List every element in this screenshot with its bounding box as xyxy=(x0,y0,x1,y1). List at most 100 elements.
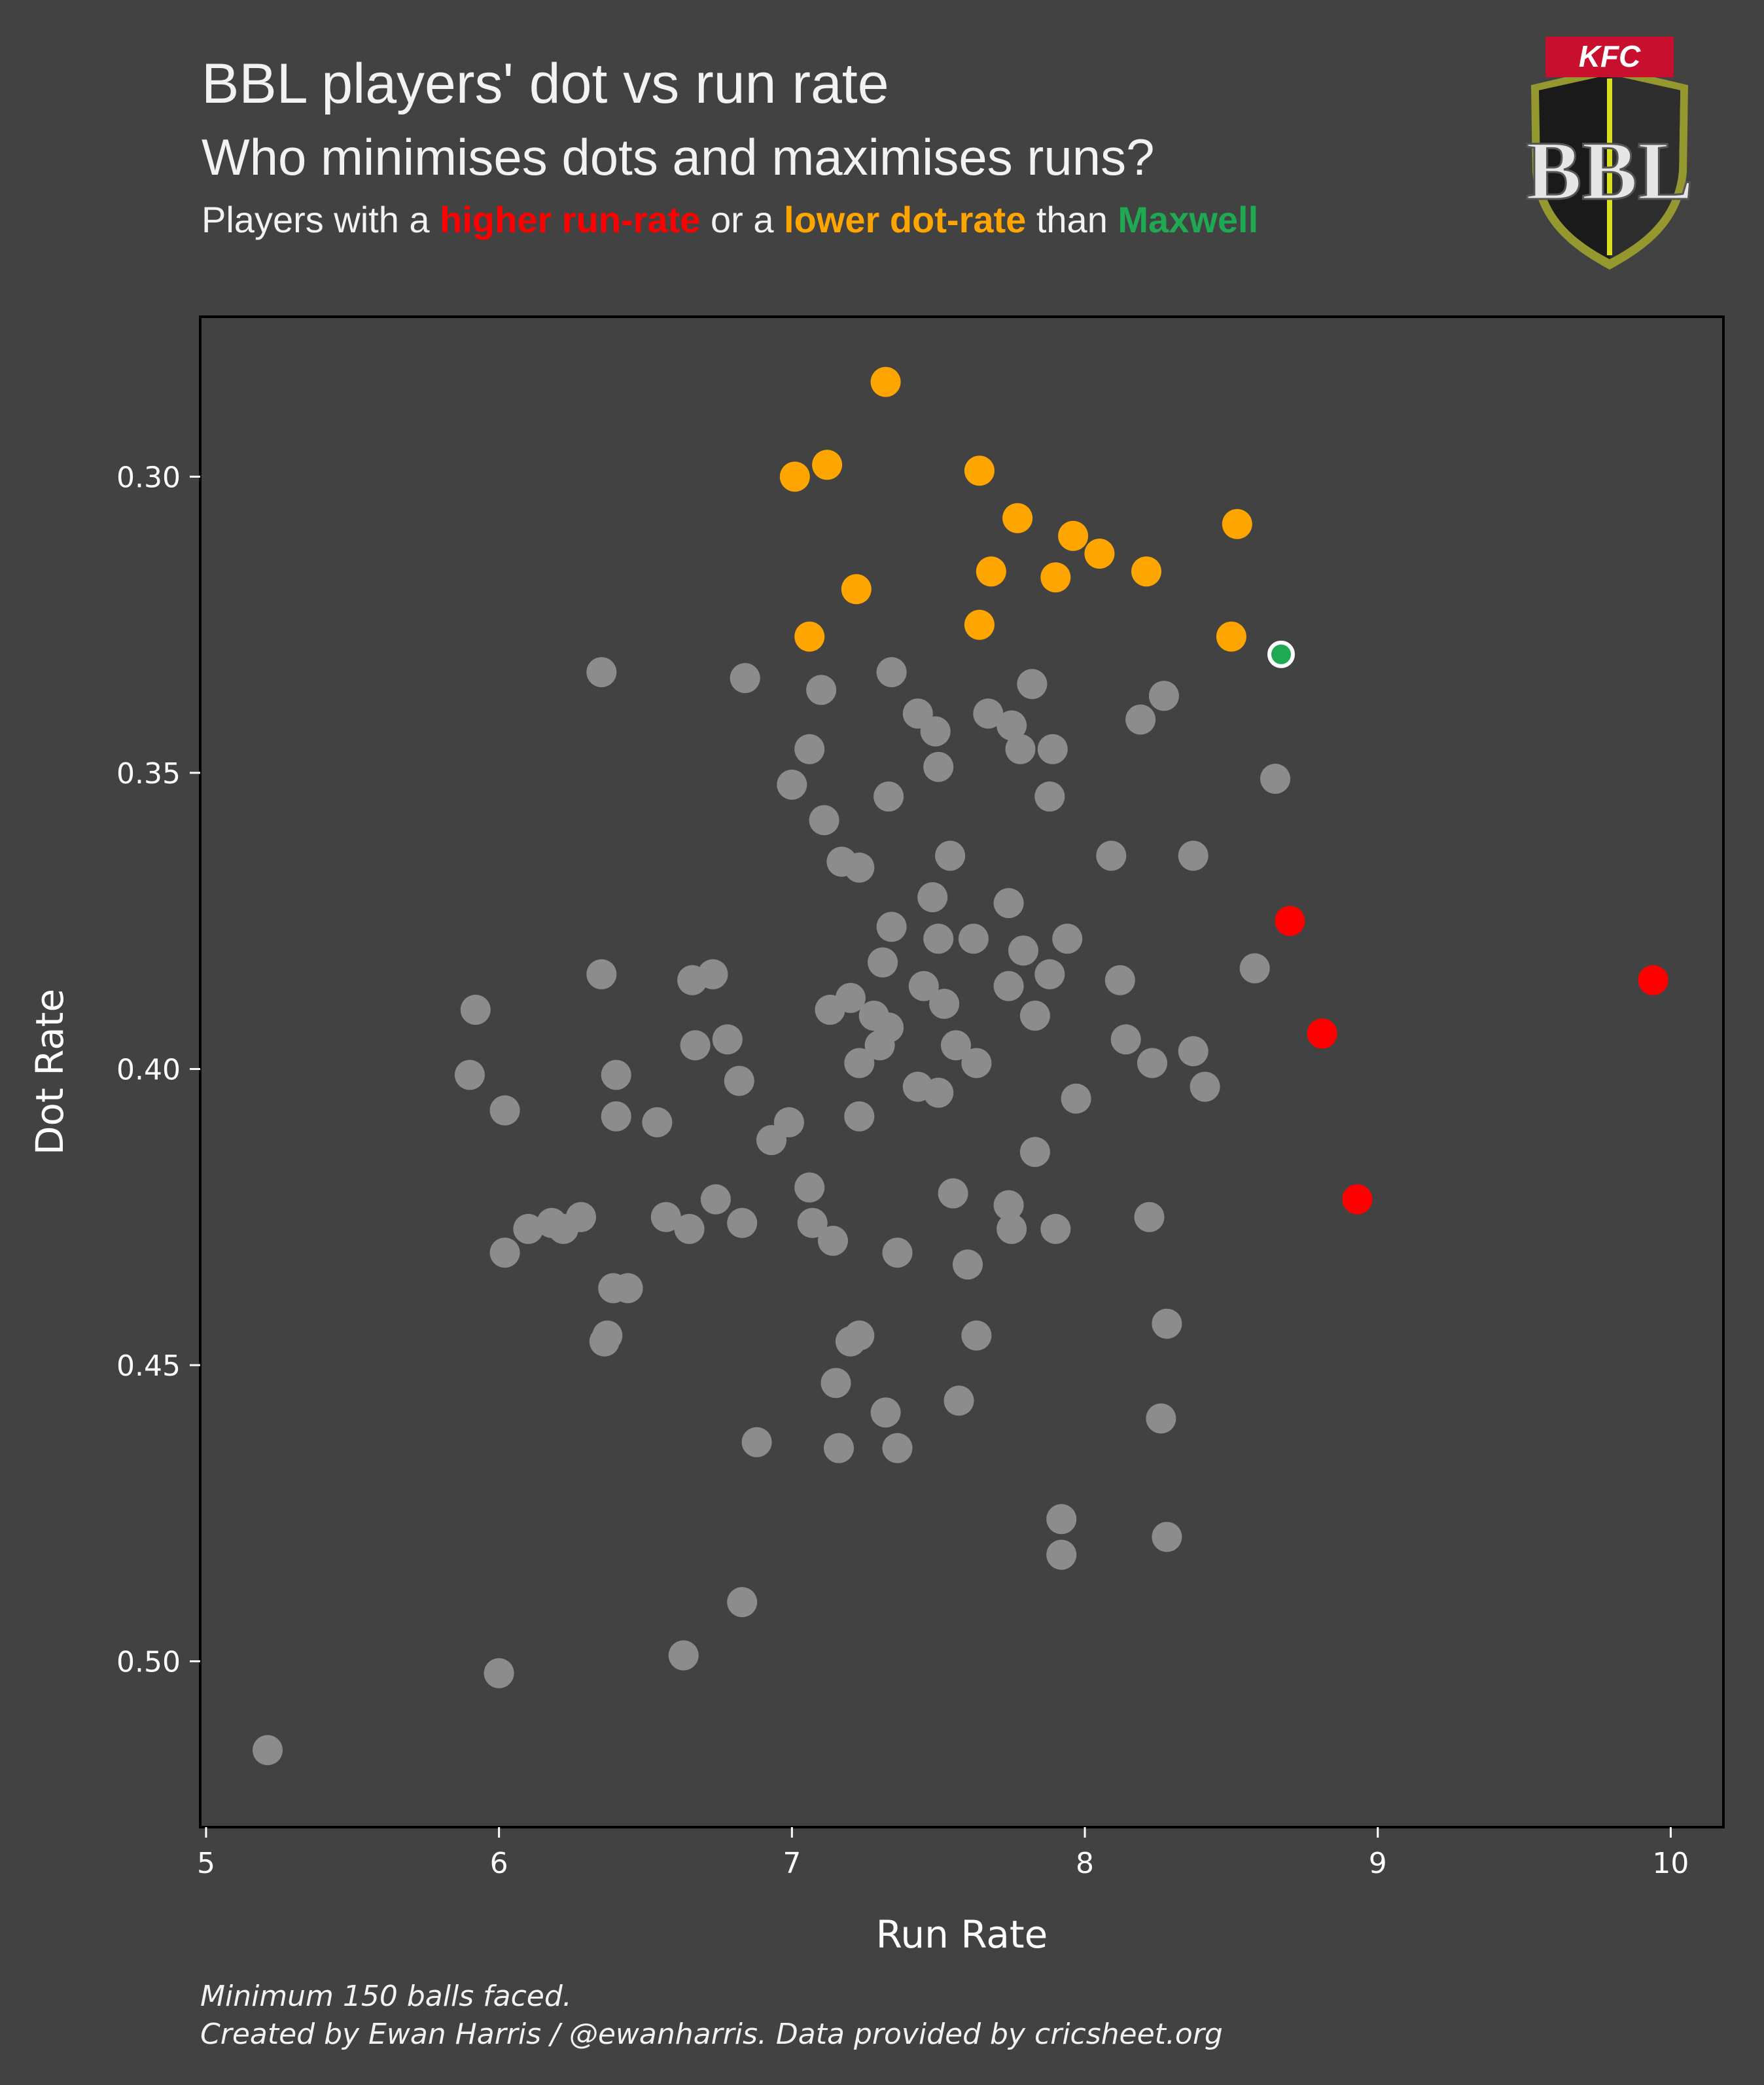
data-point xyxy=(777,770,807,800)
bbl-logo-text: BBL xyxy=(1526,124,1693,217)
data-point xyxy=(1052,923,1083,954)
data-point xyxy=(1152,1308,1182,1339)
y-tick-label: 0.45 xyxy=(116,1349,181,1383)
data-point xyxy=(724,1065,754,1096)
data-point xyxy=(929,988,960,1019)
x-tick-label: 7 xyxy=(783,1847,801,1880)
data-point xyxy=(489,1238,520,1268)
data-point xyxy=(953,1249,983,1280)
data-point xyxy=(484,1658,514,1688)
data-point xyxy=(1178,840,1208,871)
data-point xyxy=(958,923,989,954)
data-point xyxy=(730,663,760,694)
data-point xyxy=(876,912,907,942)
data-point xyxy=(944,1385,974,1416)
data-point xyxy=(797,1207,828,1238)
data-point xyxy=(993,888,1024,918)
data-point xyxy=(1178,1036,1208,1067)
data-point xyxy=(1110,1024,1141,1055)
caption-line-2: Created by Ewan Harris / @ewanharris. Da… xyxy=(200,2018,1223,2051)
caption: Minimum 150 balls faced. Created by Ewan… xyxy=(200,1978,1223,2054)
data-point xyxy=(997,710,1027,741)
data-point xyxy=(1096,840,1127,871)
data-point xyxy=(779,461,810,492)
data-point xyxy=(1307,1018,1337,1049)
data-point xyxy=(700,1184,731,1215)
legend-sentence: Players with a higher run-rate or a lowe… xyxy=(202,194,1258,246)
data-point xyxy=(964,455,995,486)
legend-mid: or a xyxy=(700,199,785,240)
data-point xyxy=(697,959,728,989)
data-point xyxy=(882,1238,913,1268)
data-point xyxy=(601,1060,631,1090)
data-point xyxy=(923,1077,954,1108)
data-point xyxy=(844,852,875,883)
plot-frame xyxy=(199,315,1725,1828)
data-point xyxy=(973,698,1004,729)
data-point xyxy=(961,1320,992,1351)
data-point xyxy=(727,1587,758,1618)
x-tick-label: 6 xyxy=(490,1847,508,1880)
data-point xyxy=(1040,1213,1071,1244)
data-point xyxy=(961,1048,992,1078)
data-point xyxy=(712,1024,743,1055)
data-point xyxy=(1260,764,1290,794)
data-point xyxy=(601,1101,631,1132)
data-point xyxy=(882,1433,913,1463)
caption-line-1: Minimum 150 balls faced. xyxy=(200,1980,572,2013)
data-point xyxy=(741,1427,772,1457)
data-point xyxy=(812,450,843,480)
data-point xyxy=(964,609,995,640)
data-point xyxy=(548,1213,579,1244)
y-tick-label: 0.50 xyxy=(116,1646,181,1679)
legend-prefix: Players with a xyxy=(202,199,440,240)
data-point xyxy=(870,366,901,397)
data-point xyxy=(873,781,904,812)
data-point xyxy=(1137,1048,1167,1078)
data-point xyxy=(1008,935,1038,966)
data-point xyxy=(489,1095,520,1126)
data-point xyxy=(794,621,825,652)
y-tick-label: 0.40 xyxy=(116,1053,181,1086)
data-point xyxy=(1005,734,1036,764)
x-tick-label: 5 xyxy=(197,1847,215,1880)
legend-than: than xyxy=(1026,199,1118,240)
data-point xyxy=(1040,562,1071,593)
data-point xyxy=(1638,965,1668,995)
data-point xyxy=(1046,1504,1077,1535)
data-point xyxy=(1046,1539,1077,1570)
data-point xyxy=(917,882,948,912)
y-axis-label: Dot Rate xyxy=(27,989,72,1155)
data-point xyxy=(1131,556,1161,587)
data-point xyxy=(1239,953,1270,984)
data-point xyxy=(1019,1001,1050,1031)
data-point xyxy=(253,1735,283,1766)
data-point xyxy=(1002,503,1033,533)
x-axis: 5 6 7 8 9 10 xyxy=(197,1827,1689,1880)
data-point xyxy=(1034,781,1065,812)
legend-lower-dot-rate: lower dot-rate xyxy=(784,199,1027,240)
data-point xyxy=(1125,704,1156,735)
data-point xyxy=(1216,621,1246,652)
data-point xyxy=(680,1030,711,1061)
data-point xyxy=(1017,669,1048,700)
data-point xyxy=(1148,681,1179,711)
data-point xyxy=(844,1048,875,1078)
data-point xyxy=(454,1060,485,1090)
chart-subtitle: Who minimises dots and maximises runs? xyxy=(202,128,1155,186)
data-point xyxy=(935,840,966,871)
x-tick-label: 8 xyxy=(1076,1847,1094,1880)
data-point xyxy=(835,1326,866,1357)
data-point xyxy=(941,1030,971,1061)
data-point xyxy=(727,1207,758,1238)
data-point xyxy=(1058,520,1089,551)
data-point xyxy=(1275,906,1305,936)
data-point xyxy=(586,657,617,688)
data-point xyxy=(844,1101,875,1132)
data-point xyxy=(993,1190,1024,1221)
data-point xyxy=(668,1640,699,1671)
data-point xyxy=(1152,1522,1182,1552)
data-point xyxy=(818,1226,848,1256)
x-tick-label: 10 xyxy=(1652,1847,1689,1880)
